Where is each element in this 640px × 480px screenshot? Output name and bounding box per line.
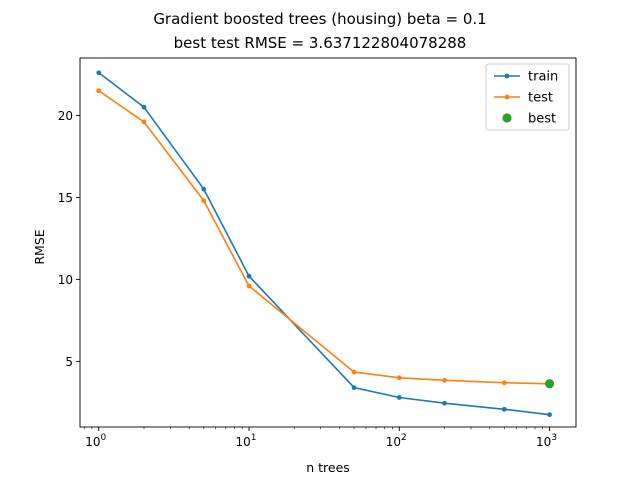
data-point-test	[501, 380, 507, 386]
data-point-train	[501, 406, 507, 412]
legend-marker-best	[502, 113, 512, 123]
data-point-test	[201, 198, 207, 204]
data-point-train	[201, 186, 207, 192]
data-point-train	[96, 70, 102, 76]
chart-subtitle: best test RMSE = 3.637122804078288	[174, 34, 467, 52]
y-axis-label: RMSE	[32, 229, 47, 264]
data-point-train	[396, 395, 402, 400]
plot-area: 100 101 102 103 5 10 15 20	[58, 57, 577, 449]
legend-marker-test	[504, 94, 510, 100]
data-point-test	[396, 375, 402, 381]
data-point-test	[141, 119, 147, 125]
legend: train test best	[485, 63, 570, 131]
x-tick-label: 100	[85, 433, 106, 449]
data-point-train	[547, 412, 552, 418]
x-tick-label: 102	[386, 433, 407, 449]
y-tick-label: 15	[58, 191, 73, 205]
data-point-train	[351, 385, 357, 391]
data-point-train	[442, 400, 447, 406]
y-tick-label: 20	[58, 109, 73, 123]
legend-label-best: best	[528, 112, 556, 127]
y-tick-label: 5	[65, 355, 73, 369]
x-tick-label: 101	[236, 433, 257, 449]
data-point-test	[96, 88, 102, 94]
data-point-test	[442, 377, 447, 383]
series-line-test	[98, 90, 550, 385]
data-point-test	[351, 369, 357, 375]
axes-frame	[79, 57, 577, 428]
legend-marker-train	[504, 73, 510, 79]
data-point-best	[544, 379, 555, 389]
data-point-train	[246, 273, 252, 279]
x-axis-label: n trees	[306, 460, 350, 475]
legend-label-train: train	[528, 70, 558, 85]
chart-title: Gradient boosted trees (housing) beta = …	[153, 10, 486, 28]
series-line-train	[98, 72, 550, 416]
x-tick-label: 103	[536, 433, 557, 449]
data-point-train	[141, 104, 147, 110]
data-point-test	[246, 283, 252, 289]
legend-label-test: test	[528, 91, 553, 106]
y-tick-label: 10	[58, 273, 73, 287]
